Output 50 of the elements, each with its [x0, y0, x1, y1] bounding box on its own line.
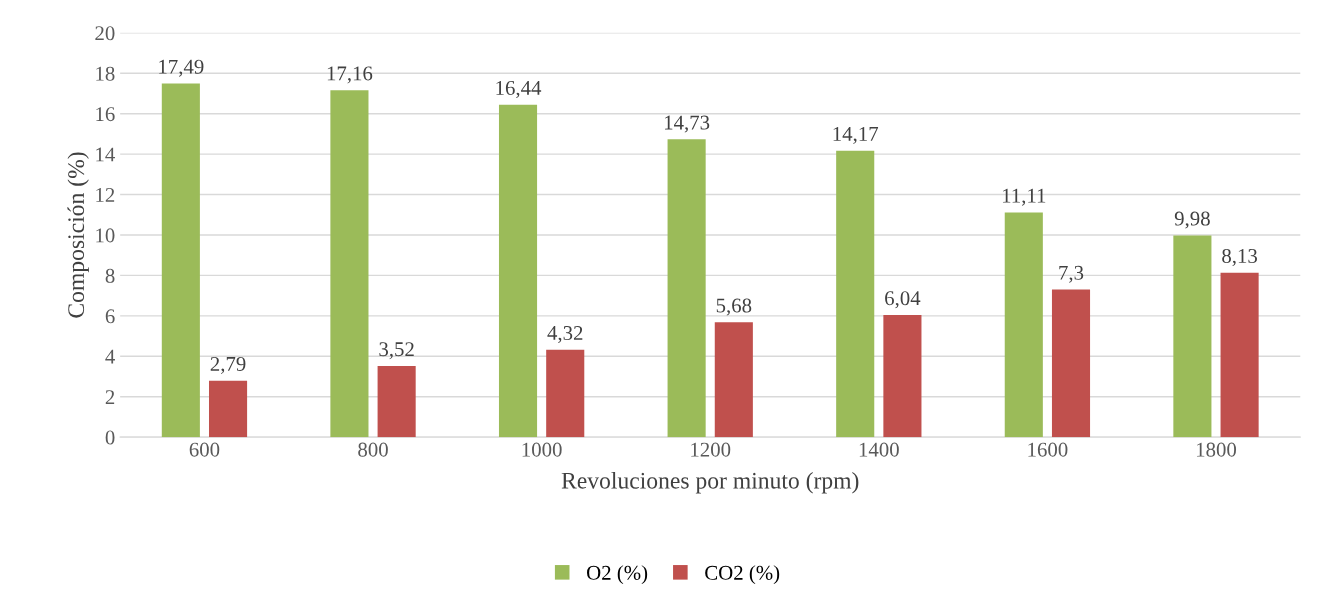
x-tick-label: 1400	[859, 442, 899, 457]
y-tick-label: 20	[95, 26, 115, 41]
y-tick-label: 6	[105, 309, 115, 324]
x-tick-label: 1600	[1028, 442, 1068, 457]
y-tick-label: 8	[105, 268, 115, 283]
data-label: 3,52	[379, 342, 414, 360]
bar	[546, 349, 585, 438]
data-label: 8,13	[1222, 248, 1258, 267]
bar	[498, 104, 538, 438]
data-label: 16,44	[496, 81, 542, 99]
legend-label: CO2 (%)	[705, 565, 780, 585]
x-axis-title: Revoluciones por minuto (rpm)	[561, 472, 859, 494]
data-label: 2,79	[210, 356, 246, 374]
data-label: 17,49	[159, 59, 204, 77]
data-label: 17,16	[327, 66, 373, 84]
data-label: 6,04	[885, 291, 921, 309]
legend-label: O2 (%)	[587, 565, 648, 585]
bar	[883, 315, 922, 438]
bar	[714, 322, 753, 438]
bar	[330, 90, 369, 438]
data-label: 14,73	[665, 115, 710, 133]
x-tick-label: 1800	[1196, 442, 1237, 457]
bar	[377, 365, 416, 438]
bar	[1220, 272, 1259, 438]
y-tick-label: 12	[96, 187, 115, 202]
data-label: 4,32	[547, 326, 583, 344]
bar	[836, 150, 875, 438]
data-label: 9,98	[1174, 211, 1210, 229]
data-label: 5,68	[716, 298, 752, 316]
x-tick-label: 1000	[522, 442, 562, 457]
y-tick-label: 2	[105, 390, 115, 404]
y-axis-title: Composición (%)	[67, 152, 89, 318]
bar	[1051, 289, 1091, 438]
x-tick-label: 600	[189, 442, 220, 457]
y-tick-label: 18	[96, 66, 115, 81]
y-tick-label: 14	[96, 147, 115, 162]
bar	[1004, 212, 1043, 438]
data-label: 14,17	[833, 126, 879, 144]
y-tick-label: 0	[105, 430, 115, 445]
bar	[209, 380, 248, 438]
bar	[161, 83, 200, 438]
x-tick-label: 800	[358, 442, 388, 457]
bar	[667, 139, 706, 438]
bar	[1173, 235, 1212, 438]
y-tick-label: 4	[105, 349, 115, 364]
data-label: 7,3	[1059, 265, 1084, 283]
y-tick-label: 16	[96, 107, 115, 122]
data-label: 11,11	[1002, 188, 1046, 206]
x-tick-label: 1200	[691, 442, 731, 457]
y-tick-label: 10	[96, 228, 115, 243]
